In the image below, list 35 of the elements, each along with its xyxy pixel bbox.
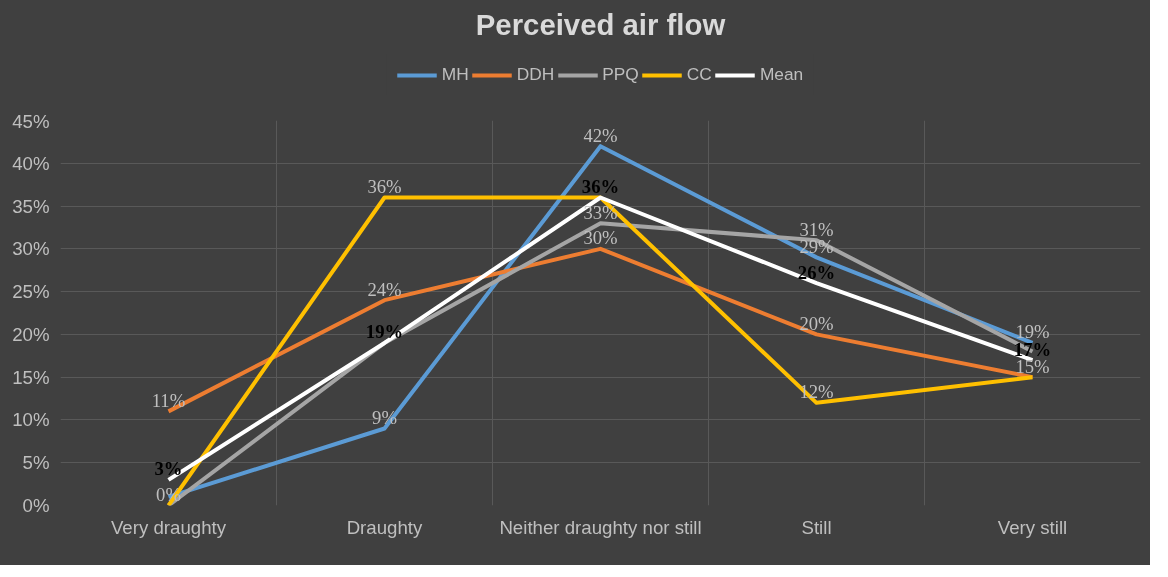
- y-tick-label: 35%: [12, 195, 50, 217]
- data-label: 20%: [799, 312, 834, 334]
- data-label: 11%: [151, 389, 186, 411]
- data-label: 15%: [1015, 355, 1050, 377]
- data-label: 36%: [581, 176, 620, 197]
- y-tick-label: 25%: [12, 281, 50, 303]
- y-tick-label: 15%: [12, 366, 50, 388]
- legend-label: DDH: [516, 64, 555, 85]
- y-tick-label: 10%: [12, 409, 50, 431]
- y-tick-label: 0%: [22, 495, 50, 516]
- data-label: 33%: [583, 201, 618, 223]
- data-label: 42%: [583, 124, 618, 146]
- x-tick-label: Very draughty: [110, 516, 227, 538]
- y-tick-label: 5%: [22, 452, 50, 474]
- data-label: 19%: [1015, 321, 1050, 343]
- chart-title: Perceived air flow: [475, 7, 726, 41]
- x-tick-label: Very still: [997, 516, 1068, 538]
- y-tick-label: 30%: [12, 238, 50, 260]
- x-tick-label: Neither draughty nor still: [499, 516, 702, 538]
- data-label: 30%: [583, 227, 618, 249]
- x-tick-label: Draughty: [346, 516, 424, 538]
- legend-label: Mean: [759, 64, 804, 85]
- data-label: 31%: [799, 218, 834, 240]
- data-label: 3%: [154, 458, 183, 480]
- x-tick-label: Still: [801, 516, 832, 538]
- legend-label: PPQ: [602, 64, 639, 85]
- legend-label: MH: [441, 64, 469, 85]
- y-tick-label: 40%: [12, 152, 50, 174]
- data-label: 19%: [365, 321, 404, 343]
- data-label: 36%: [367, 176, 402, 197]
- y-tick-label: 45%: [12, 110, 50, 132]
- data-label: 26%: [797, 261, 836, 283]
- legend-label: CC: [686, 64, 712, 85]
- data-label: 24%: [367, 278, 402, 300]
- y-tick-label: 20%: [12, 323, 50, 345]
